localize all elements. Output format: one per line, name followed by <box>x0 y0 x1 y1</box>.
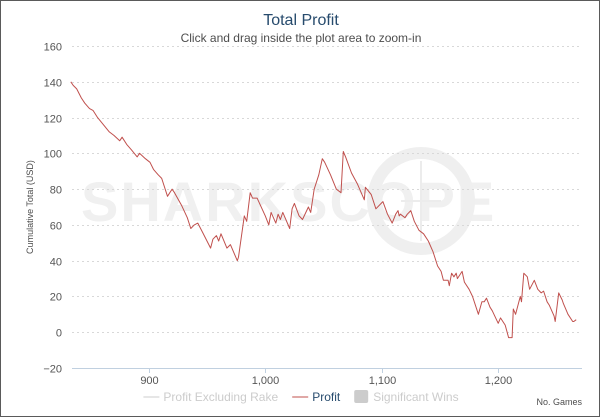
x-tick-label: 1,100 <box>369 375 397 387</box>
y-tick-label: 0 <box>56 328 62 340</box>
legend: Profit Excluding Rake Profit Significant… <box>143 390 459 404</box>
y-tick-label: −20 <box>43 364 62 376</box>
y-tick-label: 140 <box>44 78 62 90</box>
sharkscope-watermark: SHARKSCOPE <box>81 147 494 255</box>
y-tick-label: 120 <box>44 114 62 126</box>
x-tick-label: 1,200 <box>485 375 513 387</box>
y-tick-label: 60 <box>50 221 62 233</box>
chart-title: Total Profit <box>263 12 339 29</box>
x-tick-label: 900 <box>140 375 158 387</box>
legend-label: Profit Excluding Rake <box>163 390 278 404</box>
x-tick-label: 1,000 <box>252 375 280 387</box>
chart-subtitle: Click and drag inside the plot area to z… <box>181 31 422 45</box>
legend-item-significant-wins[interactable]: Significant Wins <box>354 390 459 404</box>
y-axis-label: Cumulative Total (USD) <box>25 160 35 254</box>
legend-item-profit-excluding-rake[interactable]: Profit Excluding Rake <box>143 390 278 404</box>
y-tick-label: 20 <box>50 292 62 304</box>
legend-label: Profit <box>312 390 341 404</box>
legend-label: Significant Wins <box>373 390 458 404</box>
y-tick-label: 100 <box>44 149 62 161</box>
series-line-profit[interactable] <box>70 81 577 339</box>
significant-wins-swatch <box>354 390 369 403</box>
legend-item-profit[interactable]: Profit <box>292 390 341 404</box>
y-tick-label: 40 <box>50 257 62 269</box>
y-tick-label: 160 <box>44 42 62 54</box>
x-axis-label: No. Games <box>536 397 582 407</box>
y-tick-label: 80 <box>50 185 62 197</box>
